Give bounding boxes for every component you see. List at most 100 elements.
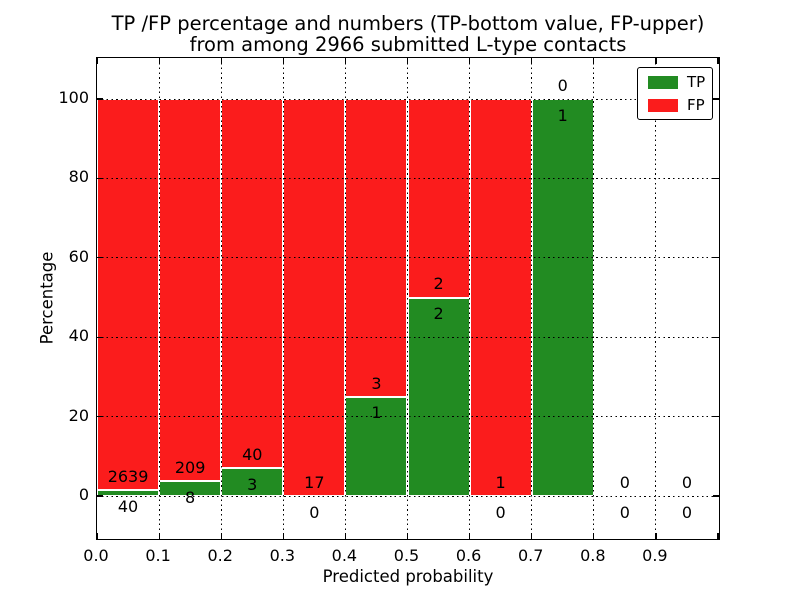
y-tick-label: 80 xyxy=(68,167,89,187)
tp-count-label: 0 xyxy=(681,502,693,522)
x-tick-mark-top xyxy=(469,58,471,64)
v-gridline xyxy=(655,58,657,539)
y-tick-mark xyxy=(97,495,103,497)
x-tick-mark-top xyxy=(282,58,284,64)
x-tick-mark-top xyxy=(717,58,719,64)
chart-title-line2: from among 2966 submitted L-type contact… xyxy=(189,33,627,56)
v-gridline xyxy=(469,58,471,539)
y-tick-label: 40 xyxy=(68,326,89,346)
x-tick-mark-top xyxy=(655,58,657,64)
v-gridline xyxy=(158,58,160,539)
y-tick-mark-right xyxy=(713,416,719,418)
fp-bar-segment xyxy=(221,99,284,469)
tp-legend-swatch xyxy=(648,75,678,89)
h-gridline xyxy=(97,257,719,259)
x-tick-label: 0.9 xyxy=(642,546,668,565)
x-tick-mark-top xyxy=(593,58,595,64)
x-tick-mark xyxy=(96,533,98,539)
fp-count-label: 0 xyxy=(619,472,630,492)
x-tick-mark xyxy=(593,533,595,539)
v-gridline xyxy=(593,58,595,539)
v-gridline xyxy=(220,58,222,539)
fp-count-label: 0 xyxy=(557,75,568,95)
x-tick-mark-top xyxy=(344,58,347,64)
x-tick-mark-top xyxy=(406,58,409,64)
x-tick-label: 0.2 xyxy=(207,546,233,565)
legend-label: TP xyxy=(687,73,706,91)
h-gridline xyxy=(97,98,719,100)
tp-count-label: 40 xyxy=(117,496,139,516)
x-tick-mark xyxy=(406,533,409,539)
chart-title-line1: TP /FP percentage and numbers (TP-bottom… xyxy=(111,12,705,35)
y-tick-label: 20 xyxy=(68,405,89,425)
y-tick-label: 60 xyxy=(68,246,89,266)
tp-bar-segment xyxy=(97,490,160,496)
x-tick-mark-top xyxy=(96,58,98,64)
fp-count-label: 0 xyxy=(681,472,693,492)
h-gridline xyxy=(97,416,719,418)
tp-bar-segment xyxy=(221,468,284,496)
fp-legend-swatch xyxy=(648,98,678,112)
v-gridline xyxy=(531,58,533,539)
x-tick-mark xyxy=(655,533,657,539)
legend-entry: TP xyxy=(648,73,706,91)
h-gridline xyxy=(97,177,719,179)
x-tick-mark xyxy=(344,533,347,539)
legend-entry: FP xyxy=(648,96,705,114)
v-gridline xyxy=(407,58,408,539)
fp-bar-segment xyxy=(469,99,532,496)
tp-bar-segment xyxy=(345,396,408,496)
y-tick-mark xyxy=(97,98,103,100)
y-tick-label: 0 xyxy=(78,485,89,504)
tp-count-label: 0 xyxy=(495,502,506,522)
x-tick-mark xyxy=(158,533,160,539)
x-tick-label: 0.7 xyxy=(517,546,544,565)
x-tick-mark xyxy=(531,533,533,539)
tp-count-label: 8 xyxy=(185,488,196,508)
y-tick-mark xyxy=(97,257,103,259)
x-tick-mark xyxy=(469,533,471,539)
x-tick-mark-top xyxy=(220,58,222,64)
y-tick-mark xyxy=(97,177,103,180)
x-tick-label: 0.1 xyxy=(145,546,171,565)
x-tick-mark-top xyxy=(158,58,160,64)
x-tick-mark xyxy=(220,533,222,539)
fp-count-label: 17 xyxy=(304,472,325,492)
tp-count-label: 2 xyxy=(433,304,444,324)
tp-count-label: 1 xyxy=(371,403,382,423)
fp-bar-segment xyxy=(345,99,408,397)
x-tick-mark xyxy=(282,533,284,539)
fp-count-label: 2 xyxy=(433,274,444,294)
tp-count-label: 0 xyxy=(309,502,320,522)
legend-label: FP xyxy=(687,96,705,114)
tp-count-label: 1 xyxy=(557,105,568,125)
x-tick-mark xyxy=(717,533,719,539)
x-tick-label: 0.5 xyxy=(393,546,420,565)
y-tick-mark xyxy=(97,416,103,418)
fp-count-label: 3 xyxy=(371,373,382,393)
fp-bar-segment xyxy=(97,99,160,491)
x-tick-label: 0.6 xyxy=(455,546,482,565)
tp-bar-segment xyxy=(531,99,594,496)
tp-count-label: 0 xyxy=(619,502,630,522)
tp-bar-segment xyxy=(159,481,222,496)
x-axis-label: Predicted probability xyxy=(322,567,494,586)
fp-count-label: 1 xyxy=(495,472,506,492)
fp-bar-segment xyxy=(407,99,470,298)
h-gridline xyxy=(97,336,719,338)
x-tick-label: 0.4 xyxy=(331,546,358,565)
tp-count-label: 3 xyxy=(247,474,258,494)
y-tick-mark-right xyxy=(713,257,719,259)
v-gridline xyxy=(344,58,346,539)
x-tick-label: 0.8 xyxy=(580,546,606,565)
y-tick-mark-right xyxy=(713,336,719,338)
fp-count-label: 40 xyxy=(242,445,263,465)
x-tick-mark-top xyxy=(531,58,533,64)
fp-bar-segment xyxy=(159,99,222,482)
y-tick-mark xyxy=(97,336,103,338)
plot-area: 2639 40 209 8 40 3 17 0 3 1 2 2 1 0 0 1 0 0 0 0 xyxy=(96,57,720,540)
x-tick-label: 0.3 xyxy=(269,546,296,565)
tp-bar-segment xyxy=(407,297,470,496)
fp-count-label: 2639 xyxy=(107,466,149,486)
